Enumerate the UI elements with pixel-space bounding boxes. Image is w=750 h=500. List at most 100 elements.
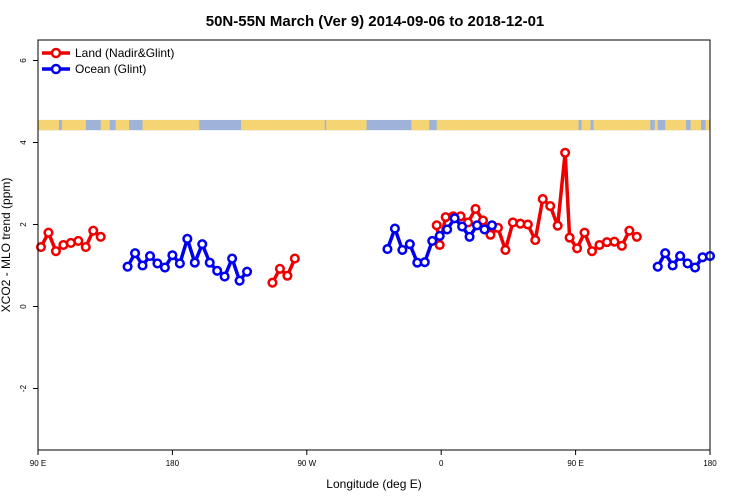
y-axis-label: XCO2 - MLO trend (ppm)	[0, 178, 13, 313]
data-point	[667, 260, 678, 271]
y-tick-label: 6	[19, 58, 28, 63]
data-point	[282, 270, 293, 281]
land-band-segment	[115, 119, 130, 131]
y-tick-label: 2	[19, 222, 28, 227]
data-point	[500, 244, 511, 255]
land-band-segment	[38, 119, 59, 131]
data-point	[572, 243, 583, 254]
y-tick-label: -2	[19, 384, 28, 392]
data-point	[660, 248, 671, 259]
data-point	[212, 265, 223, 276]
land-band-segment	[593, 119, 651, 131]
legend-label: Ocean (Glint)	[75, 62, 146, 76]
data-point	[152, 258, 163, 269]
data-point	[449, 213, 460, 224]
data-point	[609, 236, 620, 247]
x-axis-label: Longitude (deg E)	[326, 477, 421, 491]
data-point	[471, 220, 483, 231]
data-point	[88, 225, 99, 236]
data-point	[485, 229, 496, 240]
data-point	[144, 251, 156, 262]
data-point	[419, 257, 430, 268]
land-band-segment	[411, 119, 430, 131]
data-point	[675, 251, 686, 262]
data-point	[289, 253, 300, 264]
data-point	[470, 203, 481, 214]
y-tick-label: 0	[19, 304, 28, 309]
data-point	[382, 244, 393, 255]
x-tick-label: 90 W	[297, 459, 316, 468]
data-point	[397, 244, 408, 255]
data-point	[389, 223, 400, 234]
data-point	[586, 246, 598, 257]
data-point	[434, 230, 445, 242]
x-tick-label: 90 E	[30, 459, 46, 468]
land-band-segment	[690, 119, 702, 131]
data-point	[464, 231, 475, 242]
data-point	[690, 262, 701, 273]
data-point	[404, 239, 415, 250]
data-point	[579, 227, 590, 238]
data-point	[522, 219, 533, 230]
data-point	[560, 147, 571, 158]
data-point	[219, 271, 230, 282]
land-band-segment	[665, 119, 687, 131]
data-point	[80, 242, 91, 253]
data-point	[530, 235, 541, 246]
series-ocean	[122, 213, 716, 286]
land-band-segment	[581, 119, 591, 131]
series-layer	[35, 147, 716, 288]
chart-title: 50N-55N March (Ver 9) 2014-09-06 to 2018…	[206, 13, 545, 30]
data-point	[274, 263, 285, 274]
plot-frame	[37, 39, 711, 451]
data-point	[479, 224, 490, 235]
legend: Land (Nadir&Glint) Ocean (Glint)	[42, 46, 174, 76]
data-point	[50, 246, 61, 257]
data-point	[43, 227, 54, 238]
legend-marker	[50, 63, 62, 75]
data-point	[227, 253, 238, 264]
data-point	[174, 258, 185, 269]
data-point	[631, 231, 642, 242]
y-tick-label: 4	[19, 140, 28, 145]
data-point	[122, 261, 133, 272]
data-point	[197, 239, 208, 250]
data-point	[159, 262, 170, 273]
data-point	[624, 225, 635, 236]
land-band-segment	[654, 119, 658, 131]
data-point	[204, 257, 215, 268]
data-point	[616, 240, 627, 251]
data-point	[137, 260, 148, 271]
land-band-segment	[705, 119, 710, 131]
data-point	[442, 224, 453, 235]
series-line	[270, 257, 297, 284]
ocean-band	[38, 119, 710, 131]
land-band-segment	[142, 119, 200, 131]
data-point	[167, 250, 178, 261]
land-band-segment	[436, 119, 579, 131]
data-point	[537, 194, 548, 205]
data-point	[35, 242, 47, 253]
data-point	[73, 235, 84, 246]
series-land	[35, 147, 642, 288]
data-point	[427, 235, 438, 246]
x-tick-label: 180	[166, 459, 180, 468]
data-point	[486, 220, 498, 231]
land-band-segment	[241, 119, 325, 131]
legend-marker	[50, 47, 62, 59]
data-point	[242, 266, 253, 277]
data-point	[234, 275, 245, 286]
data-point	[457, 221, 468, 232]
x-tick-label: 90 E	[567, 459, 583, 468]
data-point	[545, 201, 556, 212]
data-point	[130, 248, 141, 259]
data-point	[564, 232, 575, 243]
data-point	[434, 239, 445, 251]
data-point	[652, 261, 663, 272]
x-tick-label: 0	[439, 459, 444, 468]
data-point	[182, 233, 193, 244]
land-band-segment	[100, 119, 110, 131]
land-band-segment	[326, 119, 367, 131]
data-point	[95, 231, 106, 242]
